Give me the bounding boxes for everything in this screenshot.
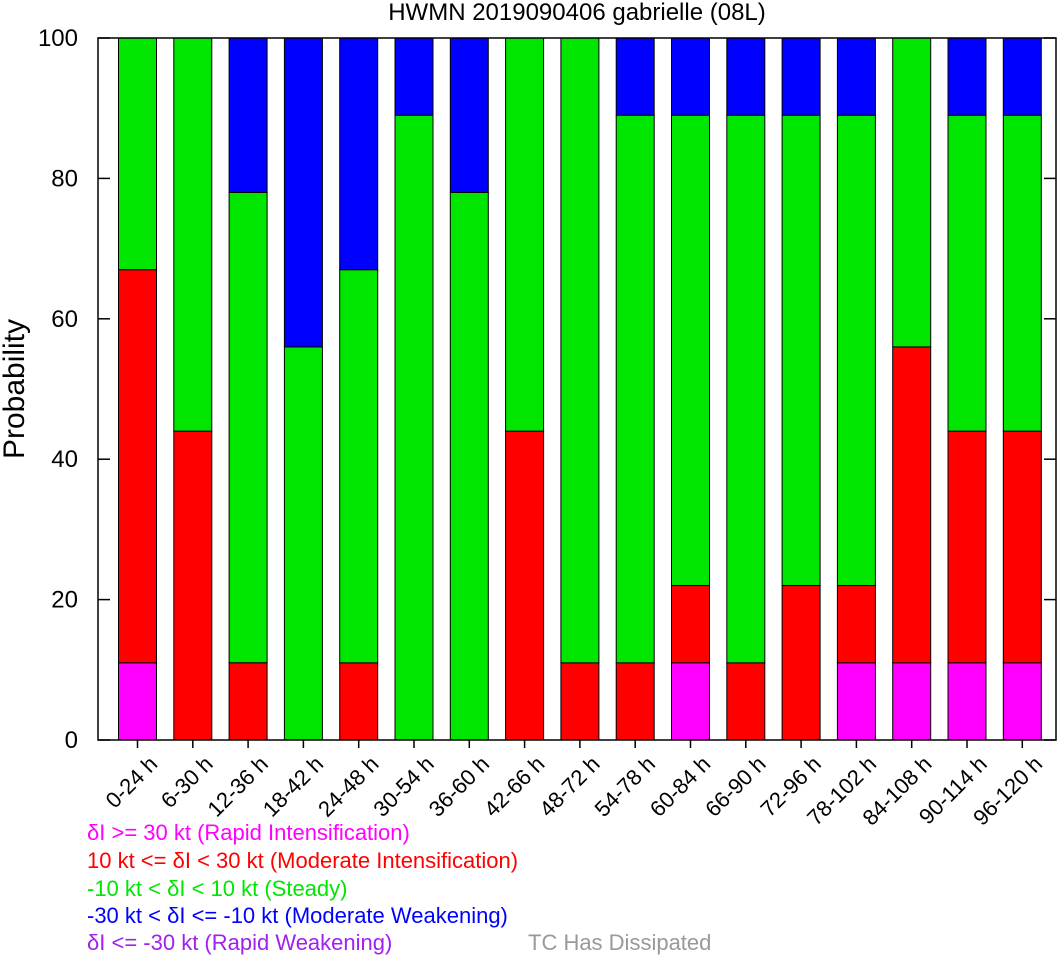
legend-moderate-weakening: -30 kt < δI <= -10 kt (Moderate Weakenin… xyxy=(87,903,508,928)
x-tick-label: 0-24 h xyxy=(101,751,163,813)
legend-tc-dissipated: TC Has Dissipated xyxy=(528,930,712,955)
bar-96-120h-series-3 xyxy=(1002,37,1042,116)
y-tick-label: 80 xyxy=(51,165,78,192)
bar-66-90h-series-2 xyxy=(726,114,766,664)
legend-rapid-intensification: δI >= 30 kt (Rapid Intensification) xyxy=(87,820,410,845)
bar-0-24h-series-0 xyxy=(118,662,157,741)
bar-84-108h-series-0 xyxy=(892,662,932,741)
plot-frame xyxy=(97,37,1057,741)
bar-42-66h-series-2 xyxy=(505,37,545,432)
x-tick-label: 60-84 h xyxy=(645,751,715,821)
bar-48-72h-series-1 xyxy=(560,662,600,741)
bar-12-36h-series-2 xyxy=(228,191,268,664)
bar-48-72h-series-2 xyxy=(560,37,600,664)
bar-24-48h-series-1 xyxy=(339,662,379,741)
y-tick-label: 60 xyxy=(51,306,78,333)
bar-0-24h-series-1 xyxy=(118,269,157,664)
bar-96-120h-series-0 xyxy=(1002,662,1042,741)
bar-78-102h-series-3 xyxy=(836,37,876,116)
bar-84-108h-series-1 xyxy=(892,346,932,664)
bar-0-24h-series-2 xyxy=(118,37,157,271)
chart-title: HWMN 2019090406 gabrielle (08L) xyxy=(388,0,766,26)
bar-12-36h-series-3 xyxy=(228,37,268,193)
legend-moderate-intensification: 10 kt <= δI < 30 kt (Moderate Intensific… xyxy=(87,848,519,873)
bar-6-30h-series-1 xyxy=(173,430,213,741)
bar-60-84h-series-2 xyxy=(671,114,710,586)
legend-steady: -10 kt < δI < 10 kt (Steady) xyxy=(87,876,348,901)
bar-42-66h-series-1 xyxy=(505,430,545,741)
x-tick-label: 12-36 h xyxy=(203,751,273,821)
x-tick-label: 24-48 h xyxy=(313,751,383,821)
bar-90-114h-series-3 xyxy=(947,37,987,116)
bar-90-114h-series-2 xyxy=(947,114,987,432)
x-tick-label: 18-42 h xyxy=(258,751,328,821)
y-tick-label: 20 xyxy=(51,587,78,614)
bar-60-84h-series-1 xyxy=(671,585,710,664)
bar-66-90h-series-1 xyxy=(726,662,766,741)
bar-90-114h-series-1 xyxy=(947,430,987,664)
y-axis-label: Probability xyxy=(0,319,31,459)
x-tick-label: 48-72 h xyxy=(534,751,604,821)
bar-24-48h-series-3 xyxy=(339,37,379,271)
bar-90-114h-series-0 xyxy=(947,662,987,741)
bar-78-102h-series-0 xyxy=(836,662,876,741)
bar-60-84h-series-3 xyxy=(671,37,710,116)
x-tick-label: 36-60 h xyxy=(424,751,494,821)
bar-18-42h-series-3 xyxy=(283,37,323,348)
x-tick-label: 54-78 h xyxy=(590,751,660,821)
bar-54-78h-series-2 xyxy=(615,114,655,664)
y-tick-label: 0 xyxy=(65,727,78,754)
bar-30-54h-series-3 xyxy=(394,37,434,116)
legend-rapid-weakening: δI <= -30 kt (Rapid Weakening) xyxy=(87,930,393,955)
bar-12-36h-series-1 xyxy=(228,662,268,741)
bar-36-60h-series-2 xyxy=(449,191,489,741)
bar-96-120h-series-2 xyxy=(1002,114,1042,432)
bar-96-120h-series-1 xyxy=(1002,430,1042,664)
bar-72-96h-series-1 xyxy=(781,585,821,741)
y-tick-label: 100 xyxy=(38,25,78,52)
bar-78-102h-series-2 xyxy=(836,114,876,586)
bar-60-84h-series-0 xyxy=(671,662,710,741)
bar-78-102h-series-1 xyxy=(836,585,876,664)
bar-54-78h-series-3 xyxy=(615,37,655,116)
y-tick-label: 40 xyxy=(51,446,78,473)
y-axis-ticks: 0 20 40 60 80 100 xyxy=(38,25,1056,754)
bar-84-108h-series-2 xyxy=(892,37,932,348)
bar-72-96h-series-3 xyxy=(781,37,821,116)
bar-6-30h-series-2 xyxy=(173,37,213,432)
x-tick-label: 30-54 h xyxy=(368,751,438,821)
bar-30-54h-series-2 xyxy=(394,114,434,741)
bar-36-60h-series-3 xyxy=(449,37,489,193)
bar-24-48h-series-2 xyxy=(339,269,379,664)
bar-54-78h-series-1 xyxy=(615,662,655,741)
x-tick-label: 42-66 h xyxy=(479,751,549,821)
bar-66-90h-series-3 xyxy=(726,37,766,116)
bar-72-96h-series-2 xyxy=(781,114,821,586)
bars-group xyxy=(118,37,1042,741)
x-tick-label: 66-90 h xyxy=(700,751,770,821)
x-axis-ticks: 0-24 h6-30 h12-36 h18-42 h24-48 h30-54 h… xyxy=(101,740,1047,830)
bar-18-42h-series-2 xyxy=(283,346,323,741)
